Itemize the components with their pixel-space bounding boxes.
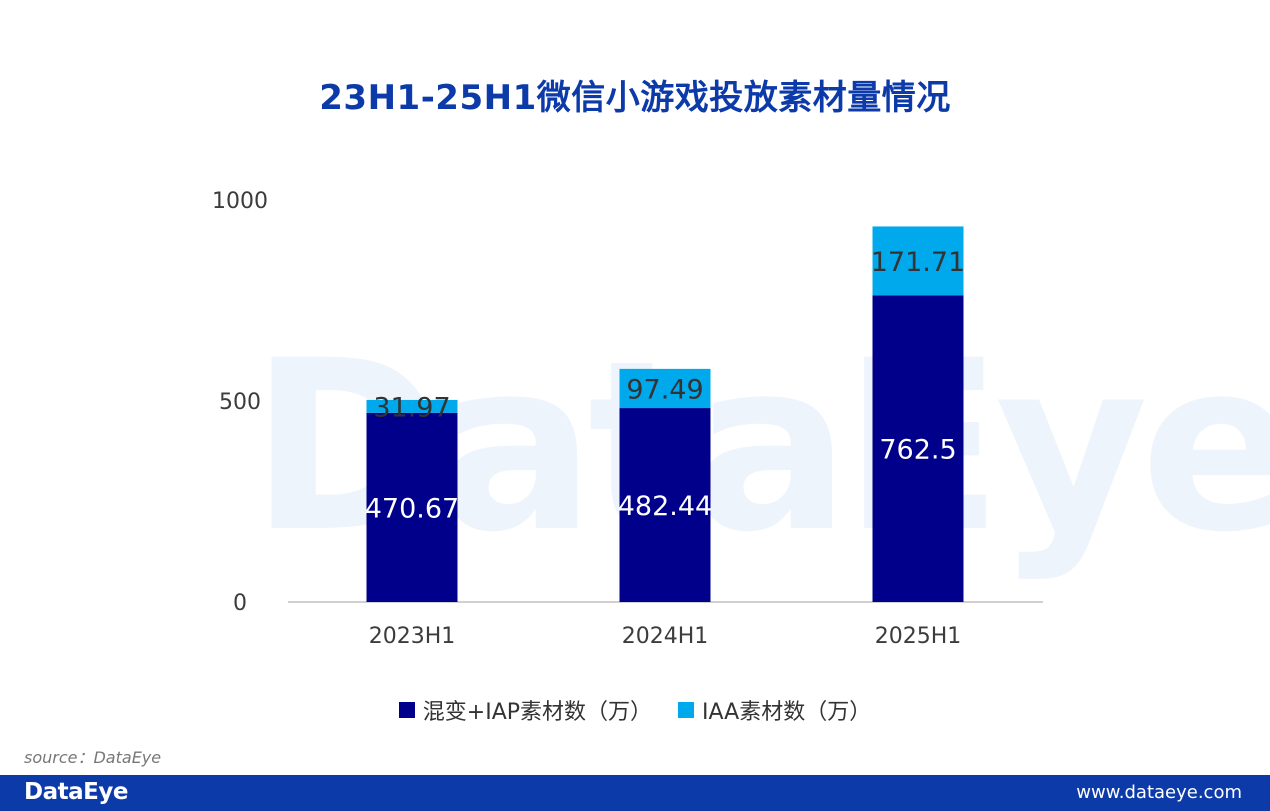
legend-swatch-series2 <box>678 702 695 718</box>
legend-item-series1: 混变+IAP素材数（万） <box>398 694 653 726</box>
legend-label-series2: IAA素材数（万） <box>702 700 872 725</box>
bar-chart: 0 500 1000 470.67 31.97 2023H1 482.44 97.49 2024… <box>212 189 1043 649</box>
x-tick-label: 2023H1 <box>369 624 456 649</box>
bar-segment <box>366 412 458 602</box>
data-label: 31.97 <box>373 392 450 423</box>
bar-segment <box>366 399 458 413</box>
legend-item-series2: IAA素材数（万） <box>678 694 871 726</box>
y-tick-label: 1000 <box>212 189 268 214</box>
x-tick-label: 2025H1 <box>875 624 962 649</box>
y-tick-label: 0 <box>233 591 247 616</box>
data-label: 97.49 <box>626 374 703 405</box>
data-label: 171.71 <box>871 247 965 278</box>
footer-bar: DataEye www.dataeye.com <box>0 775 1270 811</box>
footer-url[interactable]: www.dataeye.com <box>1076 782 1242 803</box>
legend-label-series1: 混变+IAP素材数（万） <box>422 700 653 725</box>
chart-title: 23H1-25H1微信小游戏投放素材量情况 <box>319 78 951 118</box>
y-tick-label: 500 <box>219 390 261 415</box>
data-label: 762.5 <box>879 435 956 466</box>
legend-swatch-series1 <box>398 702 415 718</box>
bar-segment <box>619 408 711 602</box>
source-note: source：DataEye <box>24 748 162 767</box>
legend: 混变+IAP素材数（万） IAA素材数（万） <box>0 694 1270 726</box>
bar-segment <box>872 226 964 296</box>
bar-segment <box>872 295 964 602</box>
bar-segment <box>619 368 711 409</box>
data-label: 470.67 <box>365 493 459 524</box>
footer-logo: DataEye <box>24 779 128 805</box>
data-label: 482.44 <box>618 491 712 522</box>
x-tick-label: 2024H1 <box>622 624 709 649</box>
